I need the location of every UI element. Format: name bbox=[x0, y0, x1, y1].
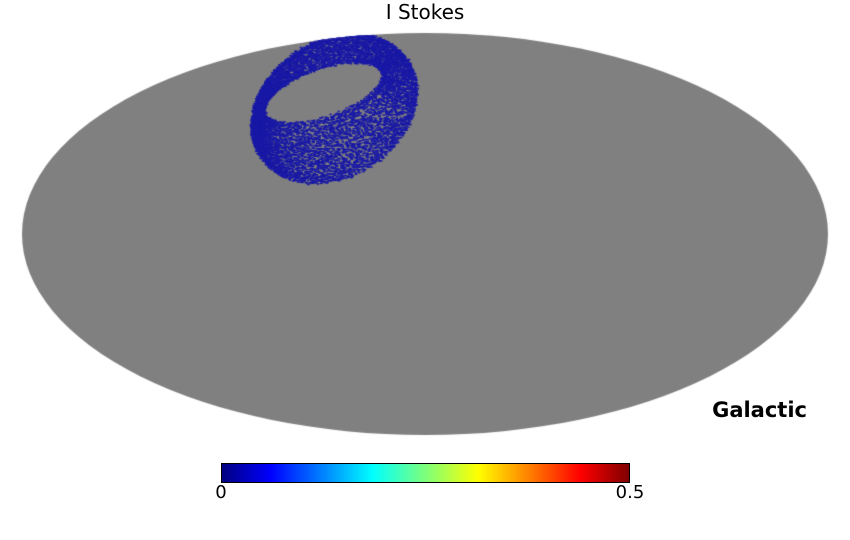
coordinate-system-label: Galactic bbox=[712, 398, 807, 422]
colorbar-min-label: 0 bbox=[215, 482, 227, 503]
colorbar-max-label: 0.5 bbox=[615, 482, 645, 503]
colorbar bbox=[221, 463, 630, 483]
plot-title: I Stokes bbox=[385, 0, 465, 24]
